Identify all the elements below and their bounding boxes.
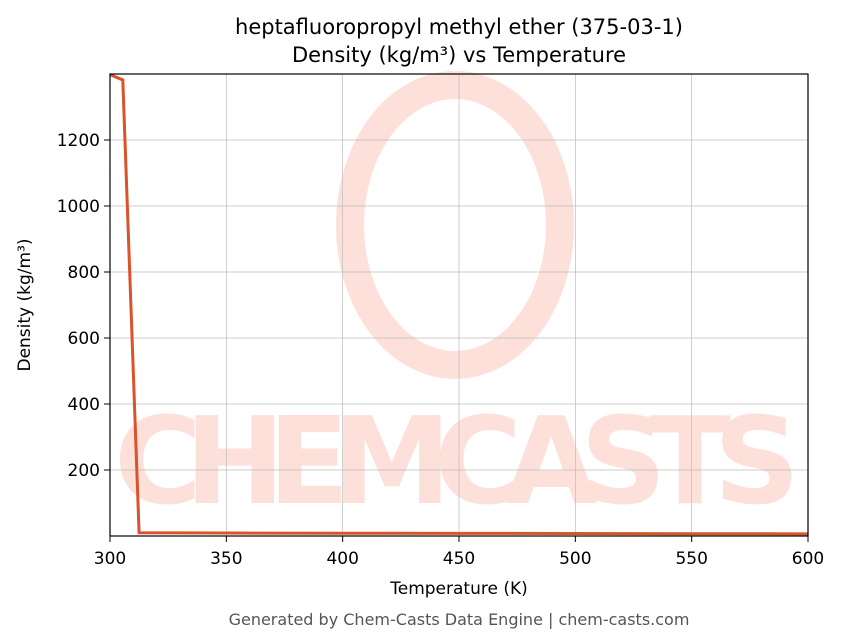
y-tick-label: 400 <box>68 395 100 415</box>
y-tick-label: 1200 <box>57 131 100 151</box>
x-tick-label: 550 <box>675 549 707 569</box>
x-tick-label: 400 <box>326 549 358 569</box>
x-axis-label: Temperature (K) <box>389 579 528 599</box>
y-tick-label: 1000 <box>57 197 100 217</box>
x-tick-label: 600 <box>792 549 824 569</box>
data-line <box>109 73 809 536</box>
x-tick-label: 500 <box>559 549 591 569</box>
footer: Generated by Chem-Casts Data Engine | ch… <box>229 610 690 629</box>
x-tick-label: 300 <box>94 549 126 569</box>
y-tick-label: 800 <box>68 263 100 283</box>
y-axis-label: Density (kg/m³) <box>15 238 35 371</box>
plot-frame <box>109 73 809 537</box>
chart-title: heptafluoropropyl methyl ether (375-03-1… <box>235 15 683 39</box>
y-tick-label: 600 <box>68 329 100 349</box>
watermark-logo <box>336 71 574 379</box>
y-tick-label: 200 <box>68 461 100 481</box>
chart-subtitle: Density (kg/m³) vs Temperature <box>292 43 626 67</box>
watermark: CHEMCASTS <box>114 393 804 532</box>
x-tick-label: 450 <box>443 549 475 569</box>
x-tick-label: 350 <box>210 549 242 569</box>
